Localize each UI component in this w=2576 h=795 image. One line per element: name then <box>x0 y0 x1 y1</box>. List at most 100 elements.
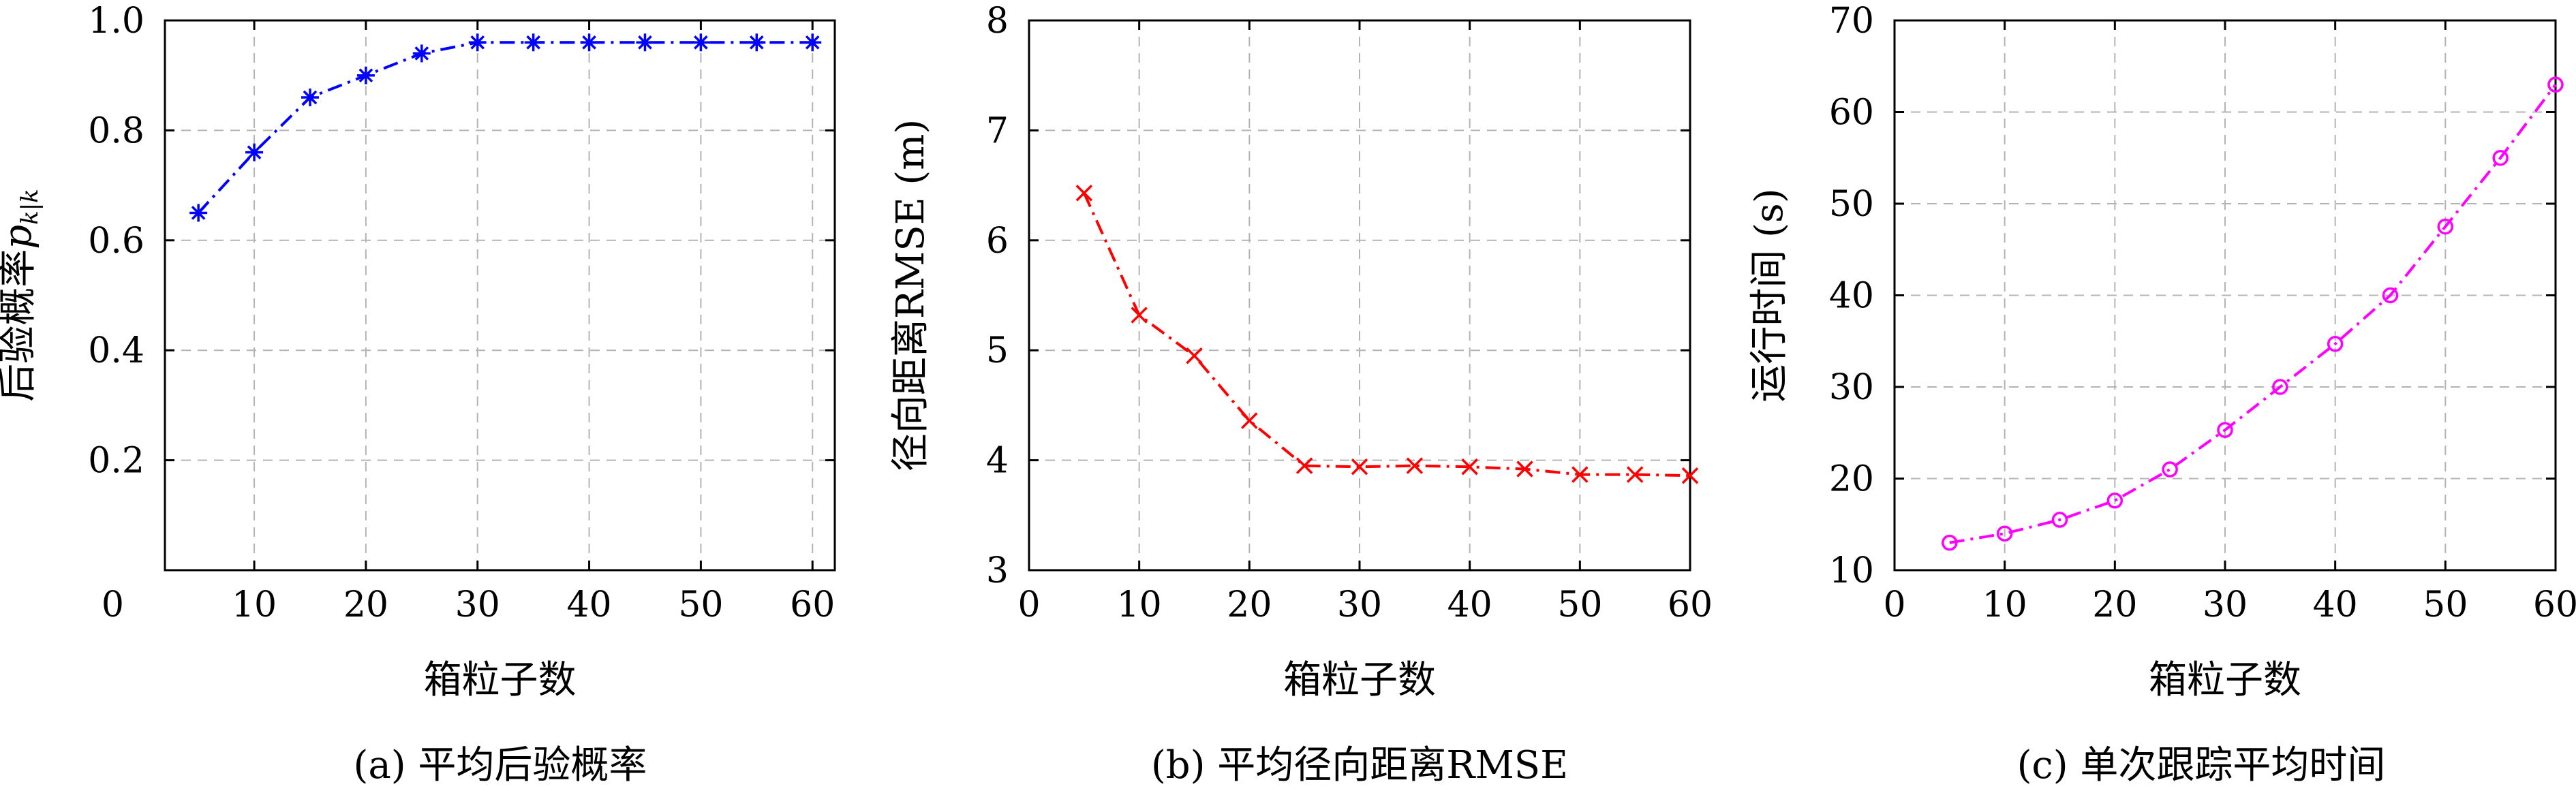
data-point <box>2272 379 2288 395</box>
data-point <box>2106 493 2123 509</box>
x-tick-label: 30 <box>455 584 500 625</box>
y-axis-label-text: 运行时间 (s) <box>1747 188 1792 402</box>
data-point-stroke <box>805 35 820 50</box>
data-point <box>636 33 654 52</box>
data-point-stroke <box>191 206 206 220</box>
data-point <box>2492 150 2509 166</box>
data-point <box>2162 461 2178 478</box>
x-tick-label: 50 <box>1557 584 1602 625</box>
x-tick-label: 0 <box>1017 584 1040 625</box>
data-point <box>356 66 375 84</box>
data-point-stroke <box>694 35 708 50</box>
data-point-stroke <box>1351 458 1368 476</box>
data-point <box>301 88 319 106</box>
y-tick-label: 7 <box>986 110 1009 151</box>
data-point <box>1626 466 1644 483</box>
panel-caption: (a) 平均后验概率 <box>354 743 647 788</box>
data-point-stroke <box>1626 466 1644 483</box>
y-tick-label: 4 <box>986 441 1009 482</box>
data-point <box>1295 457 1313 474</box>
y-axis-label-text: 后验概率 <box>0 249 40 402</box>
data-point-stroke <box>1571 466 1589 483</box>
data-point <box>1942 534 1958 551</box>
data-point <box>524 33 542 52</box>
data-point <box>1131 307 1148 324</box>
data-point-stroke <box>1131 307 1148 324</box>
data-point <box>1571 466 1589 483</box>
y-tick-label: 10 <box>1829 550 1874 591</box>
y-tick-label: 8 <box>986 1 1009 42</box>
data-point <box>692 33 710 52</box>
x-tick-label: 40 <box>566 584 611 625</box>
data-point <box>580 33 598 52</box>
data-point-stroke <box>1075 185 1093 202</box>
data-point <box>1186 347 1203 364</box>
x-tick-label: 40 <box>2313 584 2358 625</box>
data-point <box>2051 512 2068 528</box>
x-tick-label: 20 <box>1227 584 1272 625</box>
y-axis-label-text: 径向距离RMSE (m) <box>889 119 933 471</box>
y-tick-label: 0.6 <box>88 221 144 262</box>
data-point-stroke <box>303 90 318 105</box>
data-point <box>1075 185 1093 202</box>
x-tick-label: 50 <box>2423 584 2468 625</box>
x-axis-label: 箱粒子数 <box>2149 658 2301 702</box>
y-axis-label: 后验概率pk|k <box>0 189 44 402</box>
data-point <box>1681 467 1699 484</box>
y-tick-label: 50 <box>1829 184 1874 225</box>
data-point <box>1516 461 1533 478</box>
data-point <box>1461 458 1478 476</box>
y-axis-label-subscript: k|k <box>16 189 44 225</box>
y-tick-label: 3 <box>986 550 1009 591</box>
data-point-stroke <box>582 35 596 50</box>
x-axis-label: 箱粒子数 <box>424 658 577 702</box>
data-point <box>2547 76 2564 93</box>
x-tick-label: 20 <box>343 584 388 625</box>
data-point <box>1996 525 2013 542</box>
data-point <box>189 204 208 222</box>
data-point-stroke <box>1406 457 1424 474</box>
data-point-stroke <box>638 35 652 50</box>
x-tick-label: 40 <box>1447 584 1492 625</box>
series-line <box>197 41 813 214</box>
data-point-stroke <box>526 35 540 50</box>
data-point <box>412 44 431 63</box>
x-tick-label: 60 <box>790 584 835 625</box>
data-point <box>2437 218 2454 235</box>
data-point-stroke <box>247 145 262 160</box>
x-axis-label: 箱粒子数 <box>1283 658 1436 702</box>
series-line <box>1083 192 1691 478</box>
data-point-stroke <box>1681 467 1699 484</box>
x-tick-label: 10 <box>1117 584 1162 625</box>
data-point-stroke <box>1295 457 1313 474</box>
y-tick-label: 0.8 <box>88 110 144 151</box>
data-point <box>2327 336 2344 352</box>
data-point <box>2382 287 2399 304</box>
y-tick-label: 1.0 <box>88 1 144 42</box>
data-point-stroke <box>414 46 429 61</box>
series-line <box>1949 83 2557 544</box>
y-tick-label: 0.2 <box>88 441 144 482</box>
origin-label: 0 <box>102 584 124 625</box>
y-tick-label: 6 <box>986 221 1009 262</box>
data-point-stroke <box>749 35 764 50</box>
data-point <box>245 143 264 161</box>
plot-frame <box>164 19 836 572</box>
x-tick-label: 0 <box>1883 584 1905 625</box>
data-point <box>1351 458 1368 476</box>
y-tick-label: 60 <box>1829 93 1874 134</box>
data-point-stroke <box>1186 347 1203 364</box>
data-point-stroke <box>470 35 485 50</box>
data-point-stroke <box>358 68 373 83</box>
x-tick-label: 60 <box>2533 584 2576 625</box>
y-tick-label: 5 <box>986 330 1009 371</box>
y-axis-label: 径向距离RMSE (m) <box>889 119 933 471</box>
y-tick-label: 30 <box>1829 367 1874 408</box>
y-axis-label: 运行时间 (s) <box>1747 188 1792 402</box>
x-tick-label: 60 <box>1668 584 1713 625</box>
data-point-stroke <box>1516 461 1533 478</box>
data-point <box>748 33 766 52</box>
y-tick-label: 40 <box>1829 276 1874 317</box>
